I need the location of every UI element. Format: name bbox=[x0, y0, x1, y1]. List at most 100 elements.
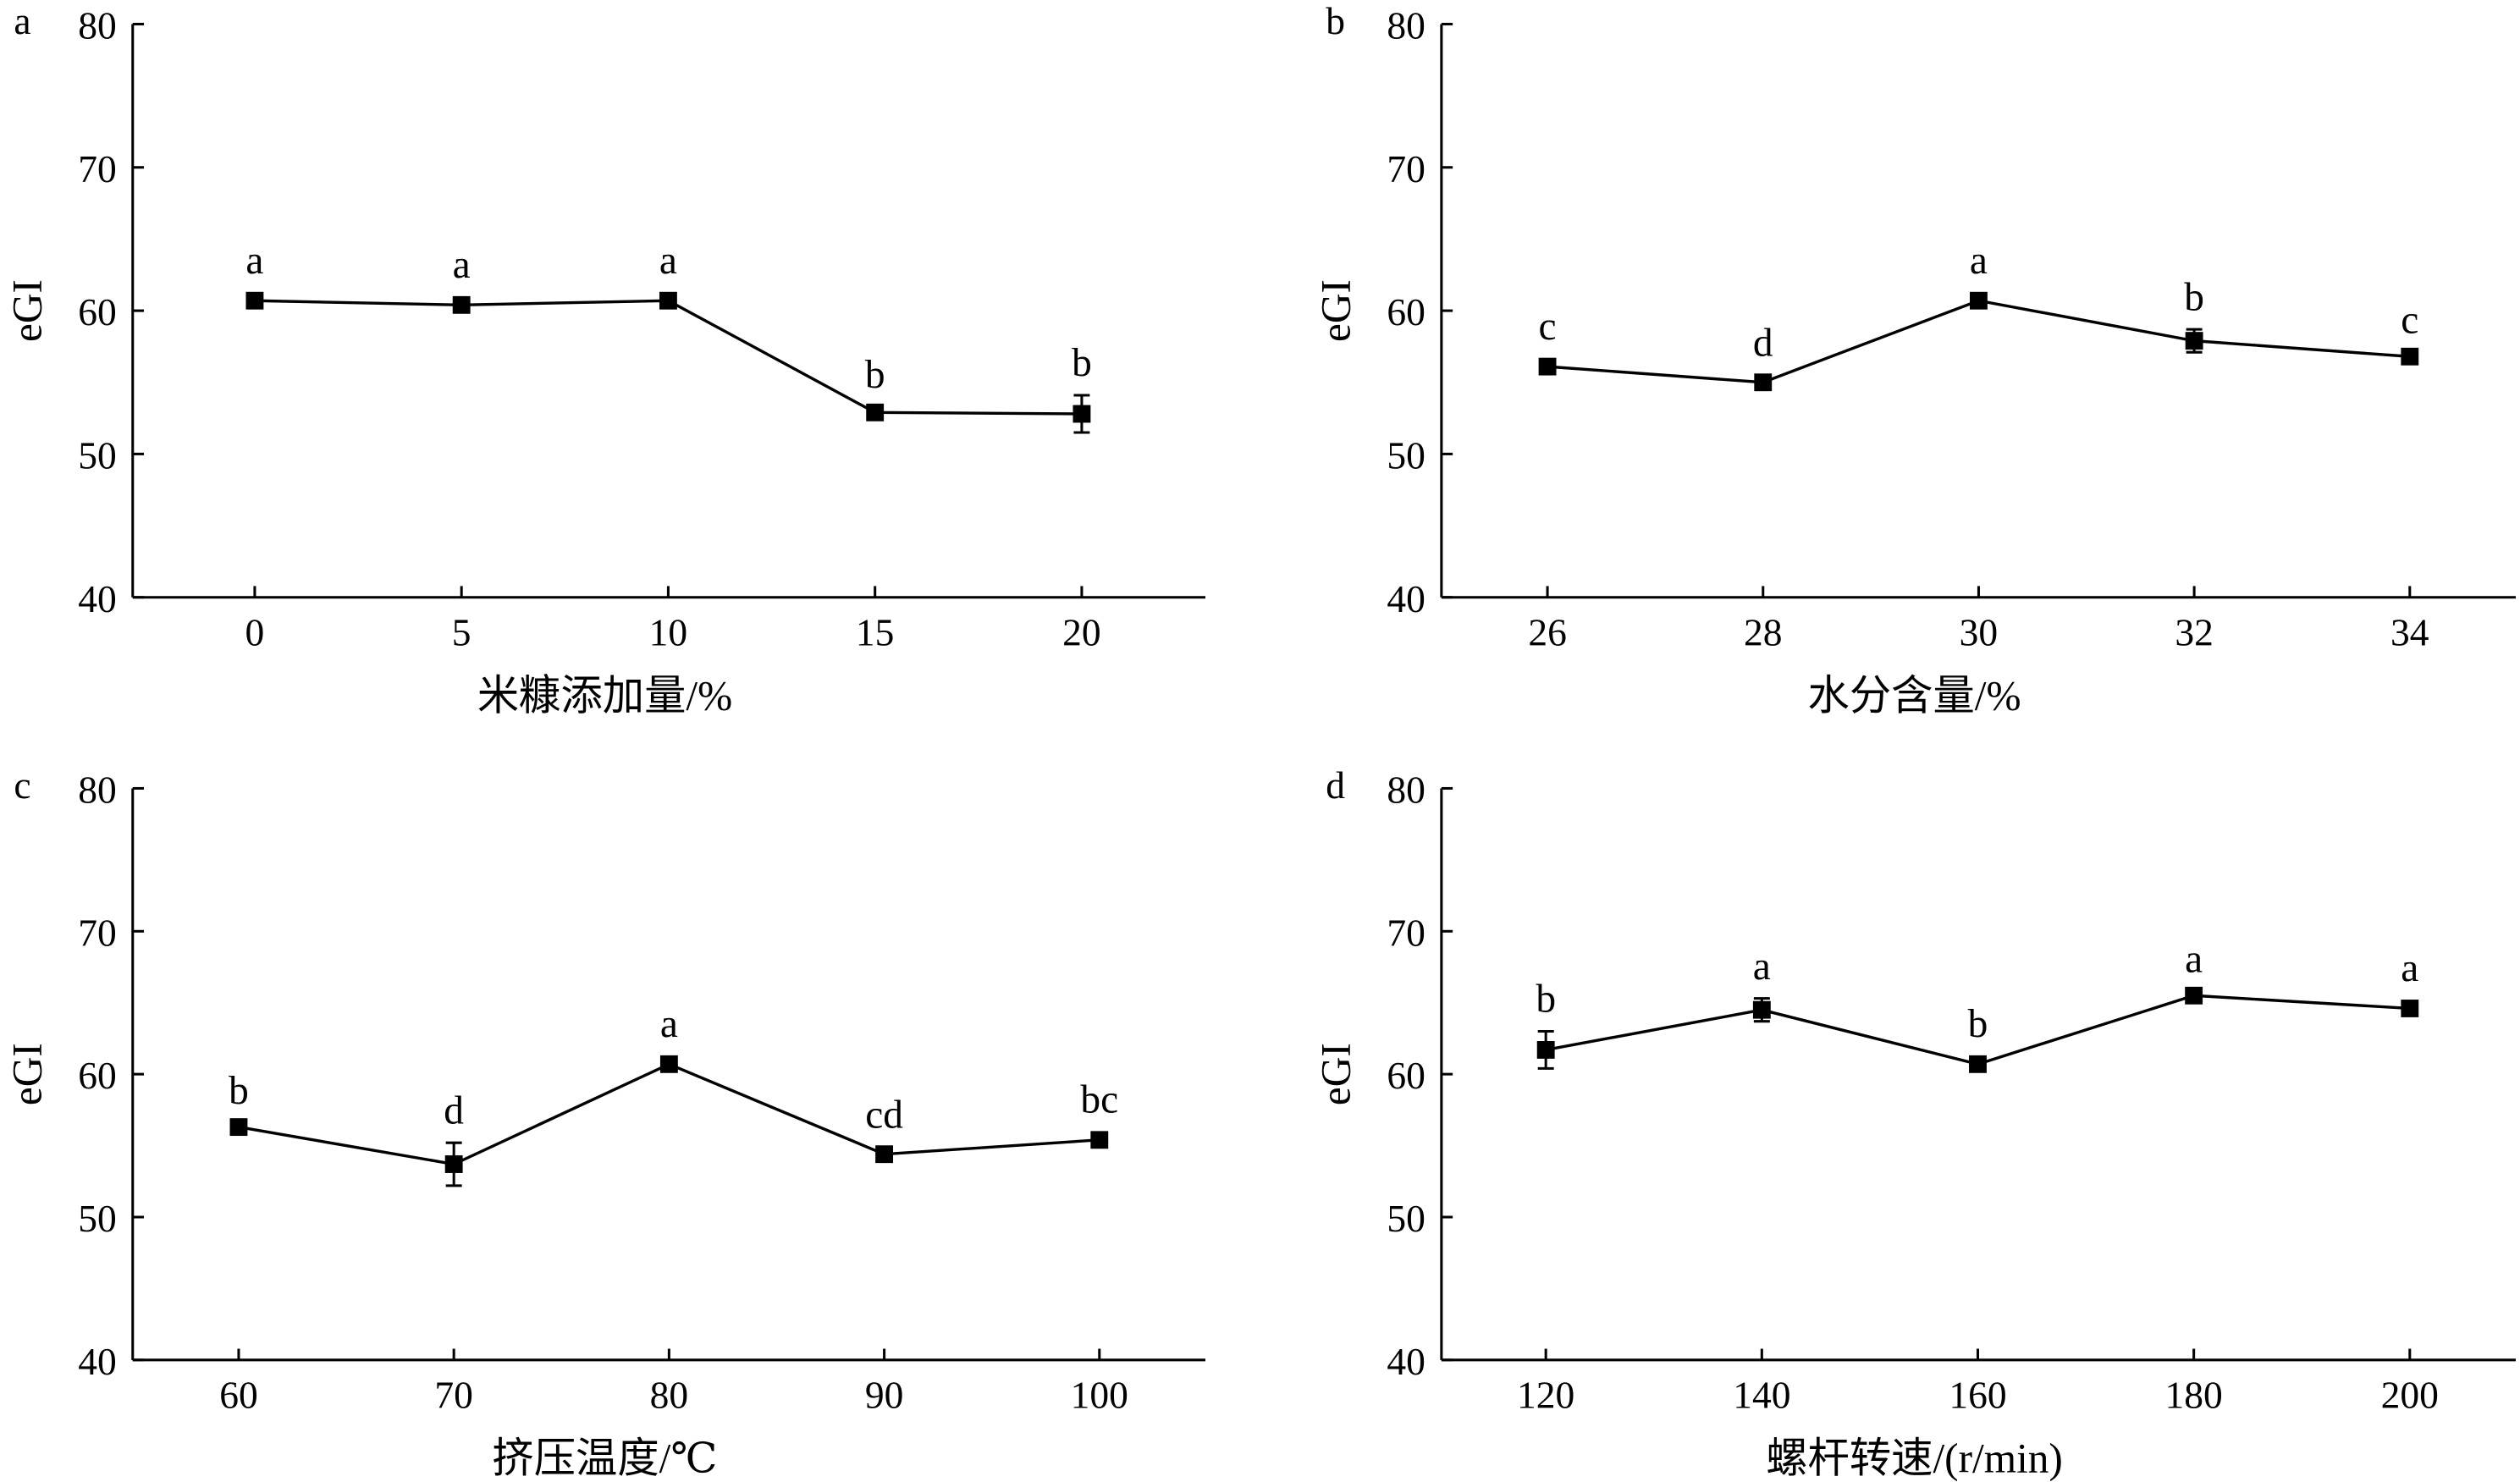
panel-label: a bbox=[14, 0, 30, 42]
y-tick-label: 60 bbox=[1387, 1054, 1425, 1097]
y-tick-label: 70 bbox=[78, 147, 117, 190]
data-point bbox=[229, 1118, 248, 1137]
y-tick-label: 50 bbox=[78, 433, 117, 477]
x-tick-label: 5 bbox=[452, 611, 471, 654]
data-point bbox=[1754, 373, 1773, 392]
panel-b: 40 50 60 70 80 26 28 30 32 34 水分含量/% eGI b c d a b c bbox=[1313, 0, 2517, 719]
significance-letter: b bbox=[865, 353, 885, 397]
panel-d: 40 50 60 70 80 120 140 160 180 200 螺杆转速/(r/min) eGI… bbox=[1313, 763, 2517, 1482]
x-axis-label: 螺杆转速/(r/min) bbox=[1766, 1435, 2063, 1482]
x-tick-label: 20 bbox=[1062, 611, 1101, 654]
x-tick-label: 80 bbox=[650, 1374, 689, 1417]
x-tick-label: 120 bbox=[1517, 1374, 1574, 1417]
significance-letter: d bbox=[444, 1088, 464, 1132]
significance-letter: b bbox=[1536, 978, 1556, 1022]
y-axis-label: eGI bbox=[1313, 1043, 1359, 1105]
x-tick-label: 0 bbox=[245, 611, 265, 654]
data-point bbox=[1536, 1041, 1555, 1059]
y-tick-label: 80 bbox=[1387, 4, 1425, 47]
panel-label: c bbox=[14, 763, 30, 807]
series-line bbox=[238, 1062, 1100, 1166]
data-point bbox=[245, 291, 264, 310]
x-tick-label: 70 bbox=[434, 1374, 473, 1417]
y-tick-label: 70 bbox=[1387, 147, 1425, 190]
data-point bbox=[1969, 1055, 1987, 1073]
y-tick-label: 50 bbox=[1387, 433, 1425, 477]
y-axis-label: eGI bbox=[1313, 279, 1359, 342]
y-tick-label: 40 bbox=[78, 1340, 117, 1383]
y-tick-label: 60 bbox=[1387, 290, 1425, 333]
y-tick-label: 70 bbox=[1387, 911, 1425, 954]
data-point bbox=[866, 403, 885, 421]
y-axis-label: eGI bbox=[4, 1043, 51, 1105]
data-point bbox=[2401, 347, 2419, 366]
x-axis-label: 挤压温度/℃ bbox=[492, 1435, 717, 1482]
y-tick-label: 40 bbox=[1387, 577, 1425, 620]
y-axis-label: eGI bbox=[4, 279, 51, 342]
x-axis-label: 水分含量/% bbox=[1808, 673, 2021, 719]
data-point bbox=[659, 1055, 678, 1073]
data-point bbox=[1090, 1131, 1109, 1149]
data-point bbox=[659, 291, 677, 310]
series-line bbox=[1547, 299, 2410, 384]
significance-letter: a bbox=[659, 239, 677, 283]
significance-letter: bc bbox=[1080, 1078, 1118, 1122]
x-tick-label: 90 bbox=[865, 1374, 904, 1417]
y-tick-label: 80 bbox=[78, 4, 117, 47]
significance-letter: a bbox=[2401, 946, 2418, 990]
x-tick-label: 10 bbox=[649, 611, 688, 654]
x-tick-label: 180 bbox=[2165, 1374, 2223, 1417]
x-tick-label: 140 bbox=[1733, 1374, 1790, 1417]
significance-letter: c bbox=[1539, 305, 1557, 349]
x-tick-label: 30 bbox=[1960, 611, 1999, 654]
y-tick-label: 40 bbox=[78, 577, 117, 620]
significance-letter: a bbox=[660, 1002, 678, 1046]
y-tick-label: 70 bbox=[78, 911, 117, 954]
data-point bbox=[1970, 291, 1988, 310]
x-tick-label: 32 bbox=[2175, 611, 2214, 654]
significance-letter: a bbox=[1753, 945, 1771, 989]
panel-a: 40 50 60 70 80 0 5 10 15 20 米糠添加量/% eGI a a a a b b bbox=[4, 0, 1205, 719]
significance-letter: b bbox=[1968, 1002, 1988, 1046]
data-point bbox=[1538, 357, 1557, 376]
y-tick-label: 60 bbox=[78, 290, 117, 333]
significance-letter: a bbox=[2185, 937, 2203, 981]
significance-letter: a bbox=[1970, 239, 1988, 283]
significance-letter: cd bbox=[865, 1093, 903, 1137]
x-axis-label: 米糠添加量/% bbox=[477, 673, 732, 719]
data-point bbox=[444, 1155, 463, 1173]
y-tick-label: 50 bbox=[1387, 1197, 1425, 1240]
data-point bbox=[1752, 1000, 1771, 1019]
x-tick-label: 34 bbox=[2390, 611, 2429, 654]
data-point bbox=[1073, 405, 1091, 423]
significance-letter: d bbox=[1753, 322, 1773, 366]
x-tick-label: 28 bbox=[1744, 611, 1783, 654]
y-tick-label: 40 bbox=[1387, 1340, 1425, 1383]
data-point bbox=[452, 295, 471, 314]
significance-letter: b bbox=[229, 1069, 249, 1113]
y-tick-label: 60 bbox=[78, 1054, 117, 1097]
x-tick-label: 100 bbox=[1071, 1374, 1128, 1417]
x-tick-label: 60 bbox=[219, 1374, 258, 1417]
significance-letter: c bbox=[2401, 298, 2418, 342]
y-tick-label: 80 bbox=[78, 769, 117, 812]
y-tick-label: 80 bbox=[1387, 769, 1425, 812]
y-tick-label: 50 bbox=[78, 1197, 117, 1240]
data-point bbox=[2185, 986, 2203, 1005]
data-point bbox=[875, 1145, 894, 1164]
significance-letter: a bbox=[453, 243, 471, 287]
series-line bbox=[254, 299, 1082, 416]
x-tick-label: 15 bbox=[856, 611, 895, 654]
significance-letter: b bbox=[1072, 341, 1092, 385]
panel-c: 40 50 60 70 80 60 70 80 90 100 挤压温度/℃ eGI c b d a cd bc bbox=[4, 763, 1205, 1482]
data-point bbox=[2401, 1000, 2419, 1017]
panel-label: d bbox=[1326, 763, 1345, 807]
x-tick-label: 200 bbox=[2381, 1374, 2439, 1417]
significance-letter: a bbox=[245, 239, 263, 283]
data-point bbox=[2185, 332, 2203, 350]
x-tick-label: 160 bbox=[1949, 1374, 2006, 1417]
x-tick-label: 26 bbox=[1528, 611, 1567, 654]
panel-label: b bbox=[1326, 0, 1345, 42]
significance-letter: b bbox=[2184, 275, 2204, 319]
